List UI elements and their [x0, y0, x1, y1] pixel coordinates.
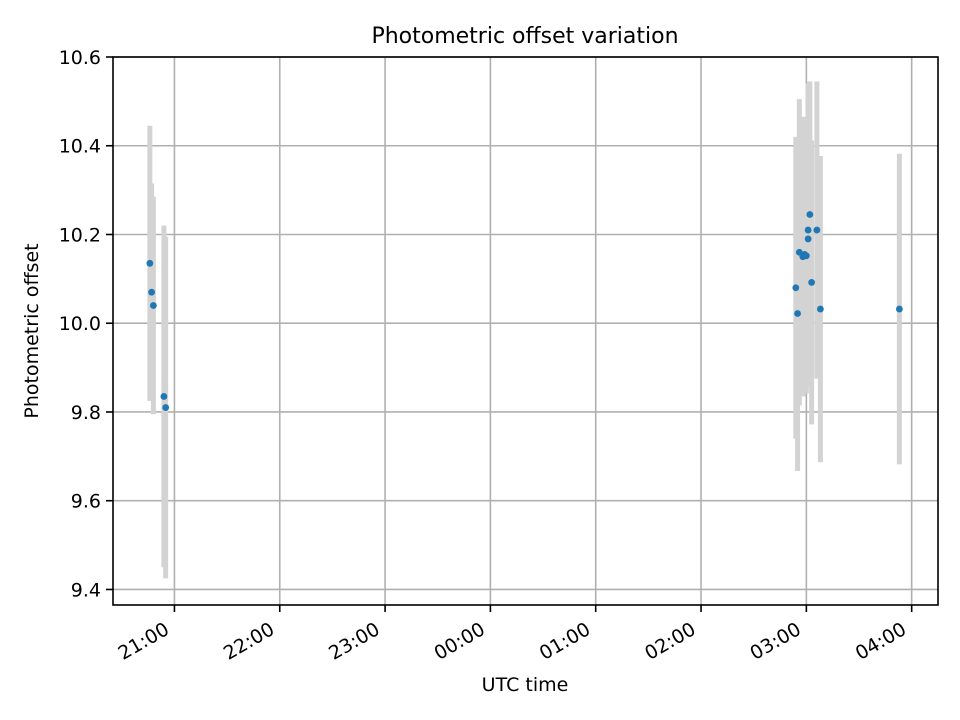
y-tick-label: 10.0	[59, 313, 101, 335]
y-tick-label: 9.6	[71, 491, 101, 513]
plot-frame	[112, 56, 939, 606]
data-point	[146, 259, 154, 267]
data-point	[895, 305, 903, 313]
y-tick-label: 10.6	[59, 47, 101, 69]
y-tick-label: 10.2	[59, 224, 101, 246]
data-point	[802, 252, 810, 260]
y-axis-label: Photometric offset	[21, 243, 43, 418]
data-point	[160, 393, 168, 400]
data-point	[804, 235, 812, 243]
y-tick-label: 10.4	[59, 136, 101, 158]
point-layer	[146, 211, 903, 411]
data-point	[792, 284, 800, 292]
data-point	[148, 288, 156, 296]
data-point	[804, 226, 812, 234]
data-point	[813, 226, 821, 234]
data-point	[816, 305, 824, 313]
x-axis-label: UTC time	[482, 674, 569, 696]
data-point	[806, 211, 814, 218]
data-point	[808, 279, 816, 286]
chart-title: Photometric offset variation	[371, 24, 678, 49]
data-point	[794, 310, 801, 317]
data-point	[149, 302, 157, 309]
data-point	[162, 404, 170, 411]
y-tick-label: 9.4	[71, 579, 101, 601]
y-tick-label: 9.8	[71, 402, 101, 424]
